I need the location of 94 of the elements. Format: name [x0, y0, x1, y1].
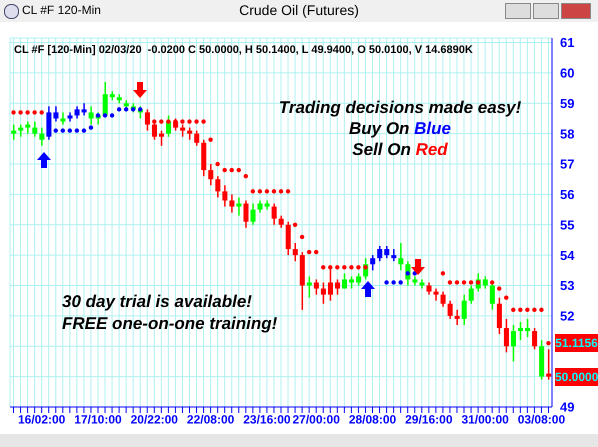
x-tick-label: 20/22:00: [130, 412, 178, 427]
point: [363, 265, 368, 270]
point: [215, 162, 220, 166]
point: [39, 110, 44, 115]
point: [82, 128, 86, 133]
point: [328, 265, 332, 270]
point: [511, 308, 516, 312]
point: [60, 128, 65, 133]
point: [448, 280, 452, 285]
point: [300, 234, 304, 240]
point: [25, 110, 30, 115]
point: [504, 295, 508, 300]
chart-title: Crude Oil (Futures): [239, 2, 359, 18]
point: [278, 189, 284, 194]
point: [356, 265, 361, 270]
point: [110, 113, 114, 118]
y-tick-label: 58: [560, 126, 574, 142]
point: [306, 250, 312, 254]
point: [292, 222, 298, 227]
point: [342, 265, 347, 270]
x-tick-label: 27/00:00: [292, 412, 340, 427]
y-tick-label: 53: [560, 278, 574, 294]
point: [102, 113, 108, 118]
point: [468, 280, 474, 285]
point: [525, 308, 530, 312]
annotation: Trading decisions made easy!: [278, 98, 522, 118]
point: [116, 107, 122, 112]
y-tick-label: 57: [560, 156, 574, 172]
point: [230, 168, 234, 172]
point: [194, 119, 199, 124]
y-tick-label: 55: [560, 217, 574, 232]
point: [68, 128, 72, 133]
point: [314, 250, 318, 254]
point: [32, 110, 37, 115]
point: [335, 265, 340, 270]
point: [272, 189, 276, 194]
point: [208, 138, 213, 142]
point: [286, 189, 290, 194]
y-tick-label: 59: [560, 96, 574, 111]
point: [462, 280, 466, 285]
point: [258, 189, 262, 194]
point: [222, 168, 227, 172]
annotation: 51.1156: [555, 334, 598, 352]
y-tick-label: 60: [560, 66, 574, 81]
point: [264, 189, 270, 194]
point: [244, 174, 248, 178]
x-tick-label: 03/08:00: [518, 412, 566, 427]
x-tick-label: 17/10:00: [74, 412, 122, 427]
point: [166, 119, 171, 124]
annotation: FREE one-on-one training!: [62, 314, 278, 334]
point: [349, 265, 354, 270]
point: [546, 341, 551, 346]
point: [250, 189, 256, 194]
point: [391, 280, 396, 285]
annotation: Sell On Red: [351, 140, 449, 160]
x-tick-label: 29/16:00: [405, 412, 453, 427]
y-tick-label: 56: [560, 187, 574, 202]
point: [11, 110, 16, 115]
point: [74, 128, 80, 133]
point: [201, 119, 206, 124]
point: [539, 308, 544, 312]
x-tick-label: 16/02:00: [18, 412, 66, 427]
point: [454, 280, 460, 285]
point: [54, 128, 58, 133]
point: [124, 107, 128, 112]
point: [532, 308, 537, 312]
point: [187, 119, 192, 124]
point: [152, 119, 156, 124]
x-tick-label: 23/16:00: [243, 412, 291, 427]
point: [518, 308, 523, 312]
point: [130, 107, 136, 112]
point: [490, 280, 494, 285]
x-tick-label: 31/00:00: [461, 412, 510, 427]
annotation: 50.0000: [555, 368, 598, 386]
y-tick-label: 61: [560, 35, 574, 50]
point: [497, 286, 502, 291]
point: [159, 119, 164, 124]
point: [18, 110, 23, 115]
x-tick-label: 22/08:00: [186, 412, 235, 427]
point: [236, 168, 241, 172]
text: CL #F 120-Min: [22, 3, 102, 17]
point: [398, 280, 403, 285]
text: CL #F [120-Min] 02/03/20 -0.0200 C 50.0000, H 50.1400, L 49.9400, O 50.0100, V 14.6890K: [14, 44, 473, 56]
point: [88, 125, 94, 130]
x-tick-label: 28/08:00: [348, 412, 397, 427]
y-tick-label: 54: [560, 248, 576, 263]
point: [440, 271, 446, 276]
annotation: 30 day trial is available!: [62, 292, 253, 312]
point: [384, 280, 389, 285]
annotation: Buy On Blue: [348, 119, 452, 139]
point: [180, 119, 185, 124]
y-tick-label: 49: [560, 400, 574, 415]
point: [321, 265, 326, 270]
y-tick-label: 52: [560, 308, 574, 324]
